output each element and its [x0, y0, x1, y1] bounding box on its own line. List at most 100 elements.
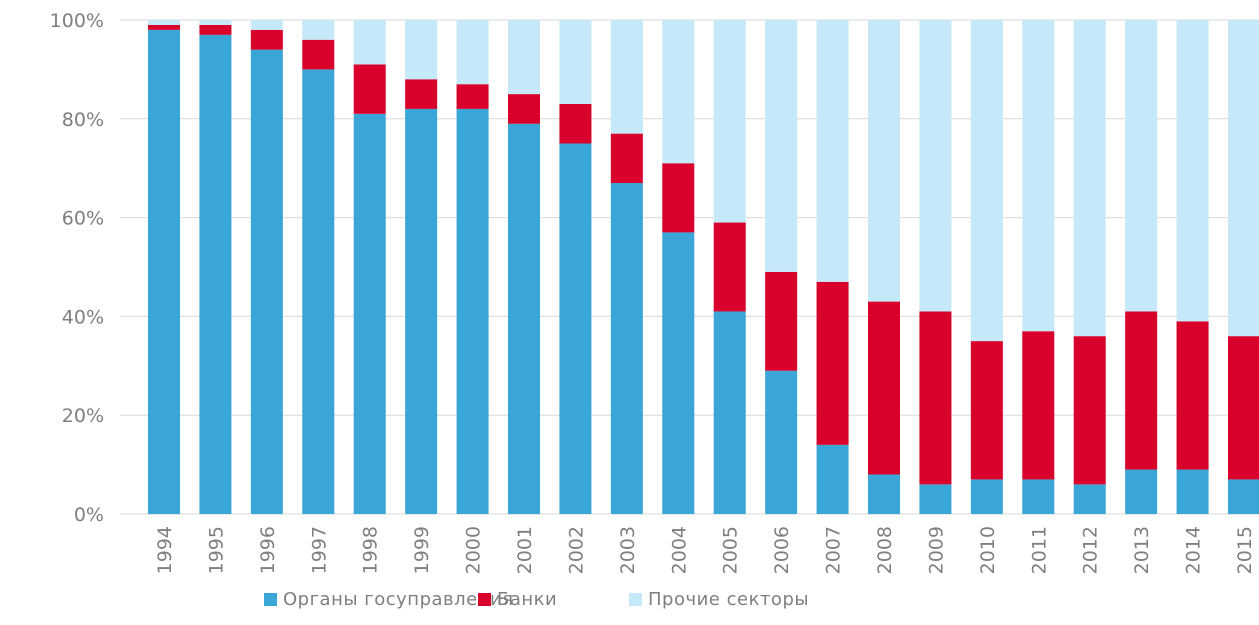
y-tick-label: 0% — [74, 504, 104, 526]
x-tick-label: 1999 — [411, 526, 433, 574]
legend-swatch — [629, 593, 642, 606]
legend-item: Прочие секторы — [629, 589, 809, 610]
bar-segment — [1022, 331, 1055, 480]
bar-segment — [405, 79, 438, 109]
x-tick-label: 2002 — [565, 526, 587, 574]
bar-segment — [405, 20, 438, 80]
bar-segment — [456, 84, 489, 109]
bar-segment — [610, 183, 643, 514]
legend-label: Банки — [497, 589, 557, 610]
bar-segment — [713, 311, 746, 514]
x-tick-label: 2009 — [925, 526, 947, 574]
bar-segment — [662, 232, 695, 515]
bar-segment — [662, 20, 695, 164]
legend-item: Банки — [478, 589, 557, 610]
x-tick-label: 2005 — [720, 526, 742, 574]
y-tick-label: 80% — [62, 109, 104, 131]
bar-segment — [1125, 20, 1158, 312]
bar-segment — [302, 39, 335, 70]
bar-segment — [405, 108, 438, 515]
bar-segment — [765, 370, 798, 514]
x-tick-label: 2010 — [977, 526, 999, 574]
bar-segment — [1176, 321, 1209, 470]
bar-segment — [970, 341, 1003, 480]
bar-segment — [353, 113, 386, 515]
bar-segment — [250, 29, 283, 50]
bar-segment — [1073, 336, 1106, 485]
x-tick-label: 2011 — [1028, 526, 1050, 574]
bar-segment — [662, 163, 695, 233]
legend-label: Органы госуправления — [283, 589, 514, 610]
bar-segment — [970, 479, 1003, 514]
x-tick-label: 2004 — [668, 526, 690, 574]
bar-segment — [1228, 479, 1259, 514]
x-tick-label: 1996 — [257, 526, 279, 574]
x-tick-label: 2014 — [1183, 526, 1205, 574]
bar-segment — [868, 20, 900, 302]
x-tick-label: 1994 — [154, 526, 176, 574]
x-tick-label: 2006 — [771, 526, 793, 574]
bar-segment — [508, 123, 540, 515]
bar-segment — [868, 474, 900, 514]
x-tick-label: 2001 — [514, 526, 536, 574]
bar-segment — [816, 444, 849, 514]
y-tick-label: 100% — [50, 10, 104, 32]
bar-segment — [250, 49, 283, 514]
bar-segment — [1176, 20, 1209, 322]
bar-segment — [456, 108, 489, 515]
bar-segment — [765, 20, 798, 272]
bar-segment — [970, 20, 1003, 342]
bars — [148, 20, 1259, 515]
x-tick-label: 1995 — [205, 526, 227, 574]
y-axis-ticks: 0% 20% 40% 60% 80% 100% — [50, 10, 104, 526]
bar-segment — [816, 281, 849, 445]
bar-segment — [302, 20, 335, 40]
legend-swatch — [478, 593, 491, 606]
bar-segment — [713, 222, 746, 312]
bar-segment — [148, 29, 180, 514]
bar-segment — [919, 484, 952, 514]
bar-segment — [1176, 469, 1209, 514]
bar-segment — [302, 69, 335, 515]
x-tick-label: 2008 — [874, 526, 896, 574]
bar-segment — [1228, 20, 1259, 337]
x-axis-ticks: 1994 1995 1996 1997 1998 1999 2000 2001 2002 2003… — [154, 526, 1256, 574]
bar-segment — [250, 20, 283, 30]
bar-segment — [199, 24, 232, 35]
x-tick-label: 2013 — [1131, 526, 1153, 574]
bar-segment — [713, 20, 746, 223]
bar-segment — [559, 20, 592, 104]
bar-segment — [1125, 311, 1158, 470]
bar-segment — [1022, 479, 1055, 514]
bar-segment — [1073, 484, 1106, 514]
bar-segment — [610, 133, 643, 184]
bar-segment — [148, 24, 180, 30]
x-tick-label: 2000 — [463, 526, 485, 574]
x-tick-label: 1998 — [360, 526, 382, 574]
x-tick-label: 2003 — [617, 526, 639, 574]
y-tick-label: 20% — [62, 405, 104, 427]
bar-segment — [1125, 469, 1158, 514]
bar-segment — [456, 20, 489, 85]
legend-swatch — [264, 593, 277, 606]
bar-segment — [919, 20, 952, 312]
bar-segment — [559, 103, 592, 144]
y-tick-label: 60% — [62, 208, 104, 230]
x-tick-label: 2007 — [823, 526, 845, 574]
x-tick-label: 2012 — [1080, 526, 1102, 574]
legend-label: Прочие секторы — [648, 589, 809, 610]
x-tick-label: 1997 — [308, 526, 330, 574]
bar-segment — [1073, 20, 1106, 337]
bar-segment — [559, 143, 592, 514]
bar-segment — [765, 271, 798, 371]
bar-segment — [508, 94, 540, 124]
bar-segment — [868, 301, 900, 475]
bar-segment — [919, 311, 952, 485]
bar-segment — [1228, 336, 1259, 480]
bar-segment — [816, 20, 849, 282]
bar-segment — [199, 20, 232, 25]
bar-segment — [353, 64, 386, 114]
bar-segment — [199, 34, 232, 514]
